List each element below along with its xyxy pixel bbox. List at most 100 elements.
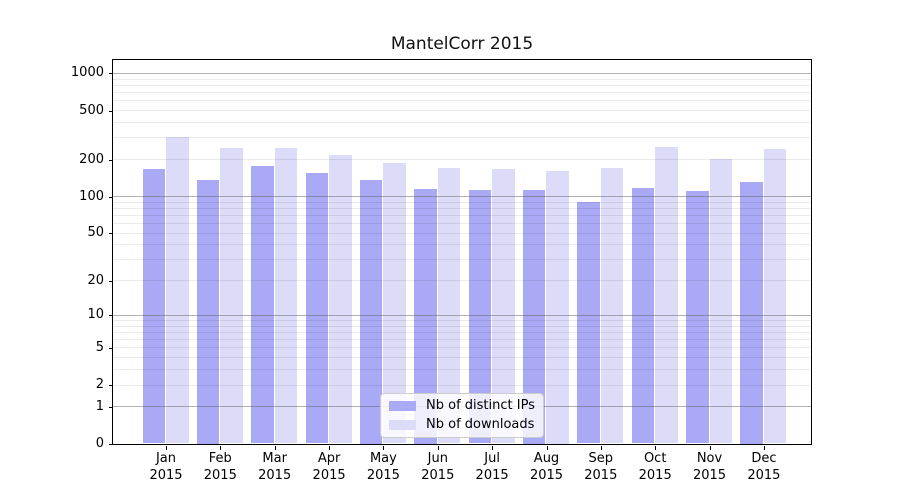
minor-gridline [112,78,811,80]
minor-gridline [112,201,811,203]
minor-gridline [112,100,811,102]
x-tick-month: Jan [155,451,177,466]
bar-downloads-mar [274,148,298,444]
x-tick-year: 2015 [366,468,400,483]
x-tick-mark [709,445,711,450]
y-tick-mark [108,233,113,235]
x-tick-mark [492,445,494,450]
x-tick-year: 2015 [421,468,455,483]
legend-label-downloads: Nb of downloads [426,417,535,432]
x-tick-label: Sep 2015 [569,450,633,484]
minor-gridline [112,325,811,327]
bar-downloads-jun [437,167,461,444]
x-tick-mark [274,445,276,450]
y-tick-label: 50 [87,225,104,241]
x-tick-label: Nov 2015 [678,450,742,484]
chart-title: MantelCorr 2015 [390,34,534,54]
y-tick-label: 5 [95,339,104,355]
y-tick-label: 1 [95,398,104,414]
y-tick-mark [108,159,113,161]
x-tick-month: Oct [643,451,667,466]
x-tick-mark [220,445,222,450]
minor-gridline [112,339,811,341]
x-tick-month: Mar [262,451,287,466]
x-tick-mark [546,445,548,450]
bar-downloads-may [383,163,406,444]
legend-item-distinct-ips: Nb of distinct IPs [389,399,535,413]
bar-downloads-feb [220,148,243,444]
x-tick-year: 2015 [312,468,346,483]
minor-gridline [112,223,811,224]
bar-distinct-ips-jan [142,169,165,444]
bar-distinct-ips-oct [631,187,655,444]
bar-distinct-ips-feb [196,180,220,444]
x-tick-month: Aug [533,451,560,466]
minor-gridline [112,369,811,371]
minor-gridline [112,347,811,349]
x-tick-year: 2015 [529,468,564,483]
y-tick-label: 2 [95,377,104,393]
bar-downloads-apr [329,155,352,444]
x-tick-label: Jan 2015 [134,450,198,484]
minor-gridline [112,207,811,209]
minor-gridline [112,159,811,161]
bar-downloads-dec [763,149,787,444]
x-tick-year: 2015 [475,468,509,483]
minor-gridline [112,84,811,86]
x-tick-mark [655,445,657,450]
y-tick-label: 20 [87,272,104,288]
bars-layer [113,60,811,444]
x-tick-year: 2015 [149,468,183,483]
bar-downloads-jul [492,169,515,444]
x-tick-year: 2015 [203,468,237,483]
x-tick-label: Jun 2015 [406,450,470,484]
x-tick-label: Jul 2015 [460,450,524,484]
x-tick-year: 2015 [692,468,727,483]
y-tick-label: 500 [79,102,104,118]
x-tick-mark [763,445,765,450]
x-tick-mark [166,445,167,450]
x-tick-label: Aug 2015 [515,450,579,484]
gridlines-layer [112,60,811,444]
y-tick-mark [108,444,113,445]
y-tick-label: 100 [79,188,104,204]
y-tick-mark [108,73,113,75]
y-tick-mark [108,385,113,387]
bar-distinct-ips-dec [740,182,763,444]
major-gridline [112,196,811,197]
x-tick-month: May [369,451,397,466]
minor-gridline [112,214,811,216]
x-tick-month: Apr [317,451,341,466]
legend: Nb of distinct IPs Nb of downloads [380,393,544,438]
bar-distinct-ips-apr [305,172,329,444]
x-tick-label: May 2015 [351,450,415,484]
x-tick-month: Jul [484,451,500,466]
y-tick-mark [108,315,113,317]
bar-downloads-oct [655,147,678,444]
minor-gridline [112,280,811,282]
minor-gridline [112,259,811,261]
x-tick-mark [600,445,602,450]
minor-gridline [112,320,811,321]
bar-distinct-ips-jul [468,189,492,444]
bar-distinct-ips-may [359,180,383,444]
x-tick-mark [437,445,439,450]
x-tick-label: Dec 2015 [732,450,796,484]
major-gridline [112,314,811,316]
minor-gridline [112,110,811,112]
x-tick-label: Feb 2015 [188,450,252,484]
plot-area [111,58,812,445]
x-tick-year: 2015 [584,468,618,483]
legend-label-distinct-ips: Nb of distinct IPs [426,398,535,413]
y-tick-label: 200 [79,151,104,167]
minor-gridline [112,332,811,333]
minor-gridline [112,244,811,246]
minor-gridline [112,232,811,234]
x-tick-year: 2015 [747,468,781,483]
x-tick-mark [383,445,385,450]
y-tick-mark [108,196,113,198]
y-tick-mark [108,110,113,112]
x-tick-month: Sep [588,451,614,466]
y-tick-label: 10 [87,307,104,323]
bar-distinct-ips-aug [522,189,546,444]
